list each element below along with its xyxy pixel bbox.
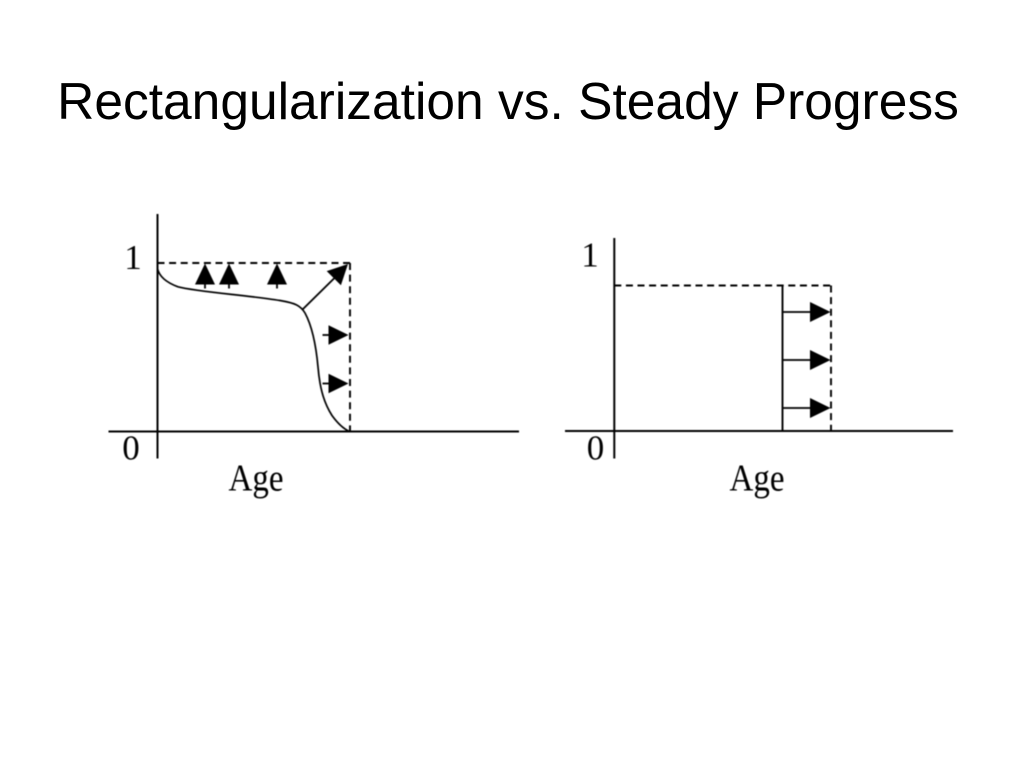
svg-text:1: 1 [124, 238, 142, 277]
svg-text:Age: Age [730, 456, 785, 499]
svg-text:0: 0 [587, 429, 605, 468]
svg-text:0: 0 [122, 429, 140, 468]
svg-text:1: 1 [581, 236, 599, 275]
svg-text:Age: Age [229, 456, 284, 499]
